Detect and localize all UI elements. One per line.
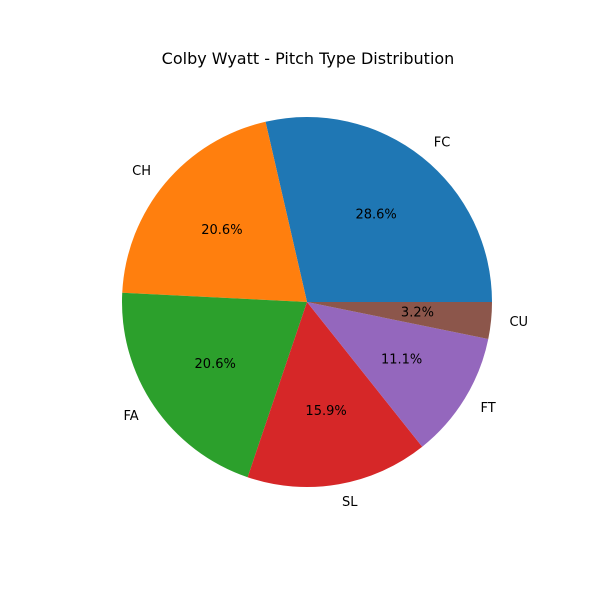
slice-label-cu: CU [509,315,528,330]
pie-slice-ch [122,121,307,303]
pie-slice-ft [307,302,489,447]
percent-label-sl: 15.9% [305,404,346,419]
percent-label-cu: 3.2% [401,306,434,321]
percent-label-ch: 20.6% [201,223,242,238]
pie-slice-cu [307,302,492,339]
slice-label-fc: FC [434,135,451,150]
percent-label-fa: 20.6% [195,357,236,372]
slice-label-ch: CH [132,164,151,179]
pie-slice-sl [247,302,423,487]
percent-label-fc: 28.6% [355,208,396,223]
percent-label-ft: 11.1% [381,353,422,368]
chart-title: Colby Wyatt - Pitch Type Distribution [162,49,455,68]
slice-label-ft: FT [481,401,496,416]
pie-slice-fa [121,292,307,478]
pie-slice-fc [265,116,492,302]
slice-label-fa: FA [124,409,139,424]
pie-labels: FC 28.6% CH 20.6% FA 20.6% SL 15.9% FT 11.1% CU 3.2… [124,135,529,510]
pie-slices [121,116,492,487]
slice-label-sl: SL [342,495,358,510]
